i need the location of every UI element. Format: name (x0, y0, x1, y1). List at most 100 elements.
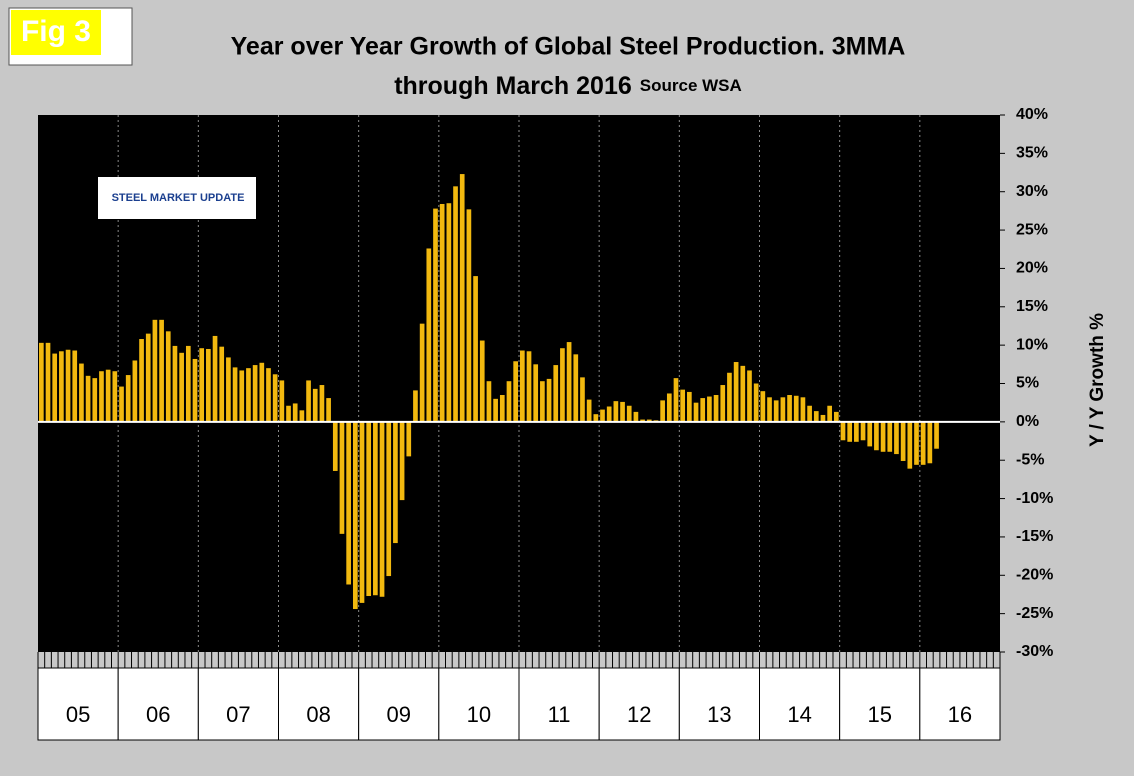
bar (99, 371, 104, 422)
bar (39, 342, 44, 422)
bar (119, 386, 124, 422)
y-tick-label: -10% (1016, 490, 1053, 507)
bar (666, 393, 672, 422)
x-group-label: 08 (306, 702, 330, 727)
bar (760, 391, 766, 422)
bar (92, 378, 98, 422)
bar (533, 364, 539, 422)
bar (827, 405, 832, 422)
bar (232, 367, 238, 422)
y-tick-label: -25% (1016, 605, 1053, 622)
bar (59, 351, 64, 422)
bar (526, 351, 532, 422)
x-group-label: 15 (868, 702, 892, 727)
x-group-label: 09 (387, 702, 411, 727)
bar (493, 398, 498, 422)
x-group-label: 12 (627, 702, 651, 727)
bar (413, 390, 418, 422)
bar (112, 371, 118, 422)
logo-box (98, 177, 256, 219)
bar (473, 276, 478, 422)
bar (486, 381, 492, 422)
x-group-box (358, 667, 440, 741)
bar (800, 397, 806, 422)
bar (185, 345, 191, 422)
y-tick-label: 20% (1016, 260, 1048, 277)
x-group-box (197, 667, 279, 741)
bar (894, 421, 899, 455)
y-tick-label: -20% (1016, 567, 1053, 584)
bar (145, 333, 151, 422)
bar (907, 421, 913, 469)
bar (787, 395, 792, 422)
bar (453, 186, 458, 422)
bar (673, 378, 679, 422)
bar (79, 363, 84, 422)
bar (626, 405, 632, 422)
x-group-label: 10 (467, 702, 491, 727)
fig-box-fill (11, 10, 101, 55)
x-group-box (598, 667, 680, 741)
bar (687, 391, 692, 422)
bar (499, 395, 505, 422)
bar (252, 365, 258, 422)
bar (934, 421, 939, 449)
bar (680, 389, 686, 422)
bar (820, 414, 826, 422)
bar (212, 335, 218, 422)
bar (927, 421, 933, 464)
y-tick-label: -5% (1016, 451, 1044, 468)
bar (546, 378, 552, 422)
bar (733, 362, 739, 422)
bar (506, 381, 512, 422)
bars (38, 174, 1000, 610)
x-group-box (759, 667, 841, 741)
logo: STEEL MARKET UPDATE (112, 192, 245, 204)
bar (553, 365, 559, 422)
bar (179, 352, 184, 422)
bar (266, 368, 271, 422)
bar (833, 411, 839, 422)
chart-title-line: through March 2016 (394, 72, 632, 100)
bar (780, 397, 786, 422)
bar (459, 174, 465, 422)
bar (239, 370, 245, 422)
bar (85, 375, 91, 422)
bar (246, 368, 251, 422)
bar (159, 319, 164, 422)
figure-label: Fig 3 (21, 15, 91, 48)
bar (887, 421, 893, 452)
bar (860, 421, 866, 441)
bar (373, 421, 378, 596)
y-tick-label: 5% (1016, 375, 1039, 392)
bar (600, 409, 605, 422)
bar (439, 203, 445, 422)
bar (446, 203, 452, 422)
bar (299, 410, 305, 422)
x-group-box (117, 667, 199, 741)
chart-title: through March 2016 Source WSA (394, 72, 742, 100)
bar (847, 421, 853, 442)
bar (753, 383, 759, 422)
bar (72, 350, 78, 422)
bar (326, 398, 331, 422)
bar (199, 348, 205, 422)
bar (419, 323, 425, 422)
bar (292, 403, 298, 422)
bar (386, 421, 392, 577)
bar (693, 402, 699, 422)
bar (880, 421, 886, 452)
y-axis-label: Y / Y Growth % (1087, 313, 1108, 447)
y-tick-label: 30% (1016, 183, 1048, 200)
bar (312, 388, 318, 422)
bar (52, 353, 58, 422)
x-group-box (278, 667, 360, 741)
bar (773, 400, 779, 422)
bar (426, 248, 432, 422)
bar (813, 411, 819, 422)
bar (646, 419, 652, 422)
bar (319, 385, 325, 422)
bar (920, 421, 926, 465)
